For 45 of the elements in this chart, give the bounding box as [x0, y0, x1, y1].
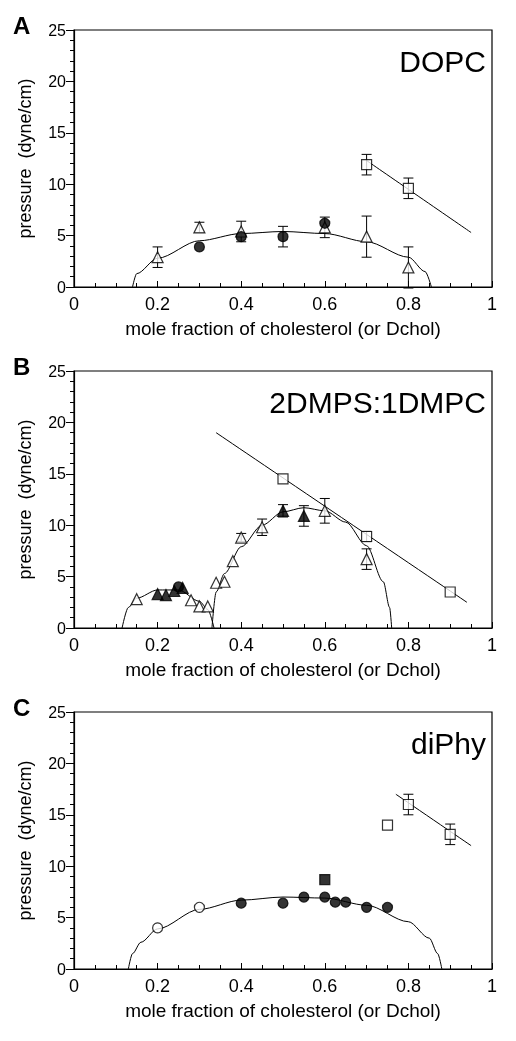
x-tick-label: 1 [486, 635, 498, 655]
y-tick-label: 10 [48, 175, 67, 193]
y-tick-label: 5 [57, 909, 67, 927]
x-tick-label: 1 [486, 976, 498, 996]
y-tick-label: 0 [57, 278, 67, 296]
chart-title: B [13, 352, 31, 380]
y-tick-label: 20 [48, 754, 67, 772]
annotation: DOPC [399, 44, 487, 78]
x-tick-label: 0.4 [228, 976, 254, 996]
x-tick-label: 0.8 [395, 635, 421, 655]
annotation: 2DMPS:1DMPC [269, 385, 487, 419]
y-tick-label: 25 [48, 703, 67, 721]
x-tick-label: 0.2 [145, 976, 171, 996]
x-tick-label: 0.6 [312, 976, 338, 996]
y-axis-title: pressure (dyne/cm) [15, 419, 35, 580]
x-tick-label: 0.8 [395, 294, 421, 314]
y-tick-label: 15 [48, 465, 67, 483]
y-tick-label: 0 [57, 619, 67, 637]
y-axis-title: pressure (dyne/cm) [15, 78, 35, 239]
y-tick-label: 10 [48, 516, 67, 534]
x-axis-title: mole fraction of cholesterol (or Dchol) [125, 659, 441, 680]
y-tick-label: 20 [48, 72, 67, 90]
x-tick-label: 0.4 [228, 635, 254, 655]
y-tick-label: 25 [48, 362, 67, 380]
chart-title: C [13, 693, 31, 721]
y-tick-label: 15 [48, 124, 67, 142]
chart-title: A [13, 11, 31, 39]
x-tick-label: 0.2 [145, 294, 171, 314]
annotation: diPhy [410, 726, 486, 760]
x-tick-label: 0.2 [145, 635, 171, 655]
x-tick-label: 1 [486, 294, 498, 314]
y-tick-label: 0 [57, 960, 67, 978]
y-tick-label: 10 [48, 857, 67, 875]
x-axis-title: mole fraction of cholesterol (or Dchol) [125, 1000, 441, 1021]
x-axis-title: mole fraction of cholesterol (or Dchol) [125, 318, 441, 339]
y-tick-label: 5 [57, 227, 67, 245]
x-tick-label: 0.8 [395, 976, 421, 996]
y-tick-label: 5 [57, 568, 67, 586]
x-tick-label: 0.6 [312, 635, 338, 655]
y-tick-label: 25 [48, 21, 67, 39]
x-tick-label: 0.4 [228, 294, 254, 314]
y-tick-label: 20 [48, 413, 67, 431]
y-axis-title: pressure (dyne/cm) [15, 760, 35, 921]
x-tick-label: 0.6 [312, 294, 338, 314]
y-tick-label: 15 [48, 806, 67, 824]
